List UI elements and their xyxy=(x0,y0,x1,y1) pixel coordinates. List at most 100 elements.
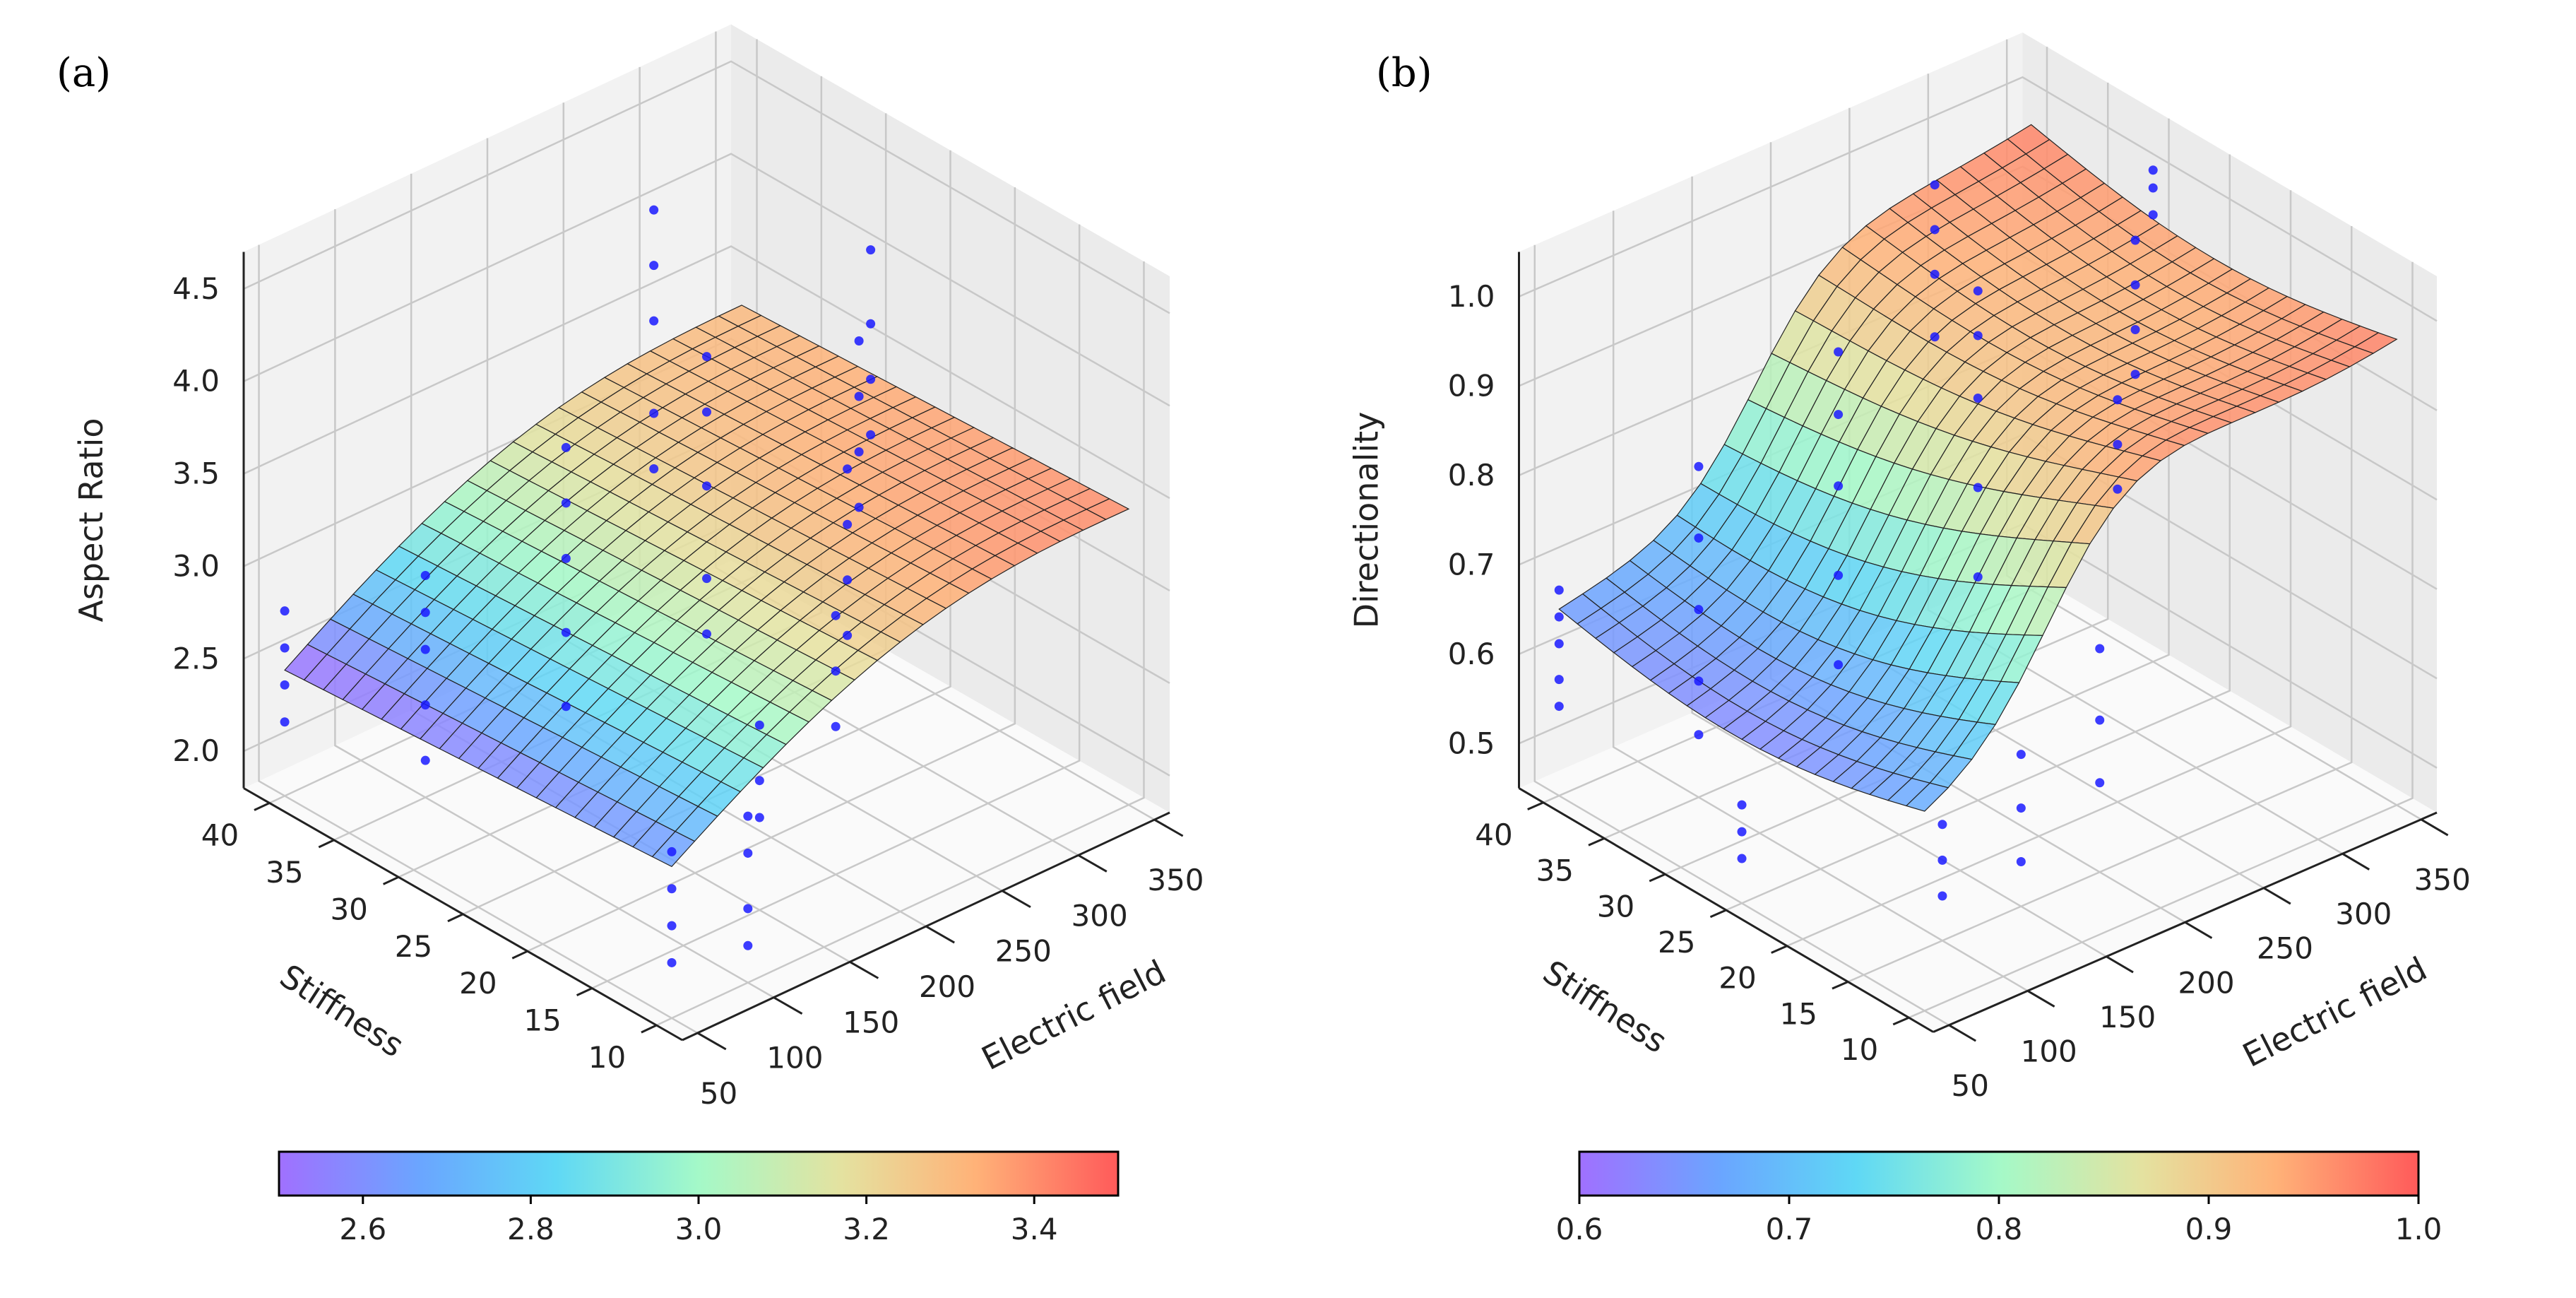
p0-y-tick-mark-6 xyxy=(254,802,271,811)
p1-scatter-point-4-4 xyxy=(1834,347,1844,357)
p1-y-tick-label-3: 25 xyxy=(1658,925,1695,960)
p1-scatter-point-3-2 xyxy=(1937,820,1947,830)
p0-z-grid-5 xyxy=(243,60,1170,314)
p0-scatter-point-0-3 xyxy=(280,606,290,616)
p1-x-grid-1 xyxy=(1612,211,2029,992)
p0-scatter xyxy=(280,205,876,967)
p1-scatter-point-8-2 xyxy=(1930,225,1940,235)
p0-scatter-point-8-3 xyxy=(649,261,659,271)
p0-z-axis-label: Aspect Ratio xyxy=(72,418,110,623)
p0-y-tick-mark-4 xyxy=(382,875,399,885)
p0-z-tick-label-4: 4.0 xyxy=(172,364,220,399)
p1-scatter-point-6-0 xyxy=(1973,572,1983,582)
p1-surface xyxy=(1558,124,2398,812)
p0-scatter-point-7-0 xyxy=(831,721,841,731)
p0-scatter-point-11-3 xyxy=(866,245,876,255)
p0-colorbar-tick-label-3: 3.2 xyxy=(843,1212,890,1246)
p1-scatter-point-10-3 xyxy=(2130,235,2140,245)
p0-scatter-point-2-1 xyxy=(420,700,430,710)
p1-scatter-point-0-1 xyxy=(1554,675,1564,685)
p1-y-tick-mark-4 xyxy=(1649,873,1666,883)
p0-x-tick-mark-6 xyxy=(1153,818,1184,837)
p0-scatter-point-3-0 xyxy=(743,940,753,950)
p1-scatter-point-7-0 xyxy=(2095,778,2105,788)
p1-colorbar-tick-label-3: 0.9 xyxy=(2185,1212,2233,1246)
p1-scatter-point-10-2 xyxy=(2130,280,2140,290)
p0-scatter-point-6-1 xyxy=(702,574,711,584)
p1-scatter-point-0-4 xyxy=(1554,585,1564,595)
p0-colorbar-tick-label-4: 3.4 xyxy=(1011,1212,1058,1246)
p0-x-axis-label: Electric field xyxy=(975,952,1172,1078)
p0-scatter-point-4-0 xyxy=(561,702,571,712)
p0-scatter-point-4-2 xyxy=(561,553,571,563)
p0-y-tick-label-4: 30 xyxy=(330,892,367,926)
p1-scatter-point-2-0 xyxy=(1694,730,1704,740)
p1-y-grid-0 xyxy=(1909,261,2414,1019)
p0-scatter-point-10-2 xyxy=(854,391,864,401)
p1-colorbar-tick-label-2: 0.8 xyxy=(1976,1212,2023,1246)
p0-scatter-point-6-4 xyxy=(702,352,711,362)
p0-z-tick-label-5: 4.5 xyxy=(172,271,220,306)
p1-scatter-point-11-2 xyxy=(2148,165,2158,175)
p1-y-tick-label-0: 10 xyxy=(1841,1032,1878,1067)
p1-x-tick-label-3: 200 xyxy=(2178,965,2234,1000)
p1-scatter-point-6-1 xyxy=(1973,483,1983,492)
p0-scatter-point-6-0 xyxy=(702,629,711,639)
p1-x-tick-label-1: 100 xyxy=(2021,1034,2077,1068)
p0-y-tick-mark-3 xyxy=(447,913,464,923)
p1-x-axis-label: Electric field xyxy=(2236,950,2433,1075)
p0-scatter-point-7-2 xyxy=(831,610,841,620)
p0-scatter-point-5-0 xyxy=(754,813,764,822)
p1-scatter-point-9-0 xyxy=(2113,484,2123,494)
p0-scatter-point-2-0 xyxy=(420,755,430,765)
p0-scatter-point-6-2 xyxy=(702,481,711,491)
p1-scatter-point-7-1 xyxy=(2095,715,2105,725)
p0-scatter-point-2-4 xyxy=(420,570,430,580)
p0-x-tick-mark-3 xyxy=(925,925,955,944)
p1-scatter-point-4-2 xyxy=(1834,481,1844,491)
p1-x-tick-mark-2 xyxy=(2106,955,2134,974)
p1-scatter-point-2-4 xyxy=(1694,461,1704,471)
p0-scatter-point-8-1 xyxy=(649,408,659,418)
p0-y-tick-label-2: 20 xyxy=(459,966,497,1001)
p0-scatter-point-9-3 xyxy=(843,464,853,474)
p0-z-tick-label-2: 3.0 xyxy=(172,548,220,583)
p0-y-tick-label-1: 15 xyxy=(523,1003,561,1038)
p1-x-tick-label-2: 150 xyxy=(2099,1000,2156,1034)
p0-x-tick-label-1: 100 xyxy=(766,1041,823,1075)
p1-x-tick-mark-5 xyxy=(2341,852,2370,871)
p1-scatter-point-4-3 xyxy=(1834,410,1844,420)
p1-scatter-point-10-0 xyxy=(2130,370,2140,379)
p1-x-tick-label-6: 350 xyxy=(2414,863,2471,897)
p0-y-tick-label-5: 35 xyxy=(266,855,303,890)
p0-x-tick-mark-4 xyxy=(1002,890,1031,909)
p1-scatter-point-6-4 xyxy=(1973,286,1983,296)
p0-scatter-point-5-1 xyxy=(754,776,764,786)
p0-scatter-point-0-0 xyxy=(280,717,290,727)
p1-scatter-point-11-0 xyxy=(2148,210,2158,220)
p1-scatter-point-11-1 xyxy=(2148,183,2158,193)
p1-x-tick-mark-3 xyxy=(2184,921,2213,939)
p0-x-grid-1 xyxy=(334,209,774,998)
p1-scatter-point-9-2 xyxy=(2113,395,2123,405)
p0-scatter-point-8-4 xyxy=(649,205,659,215)
p0-scatter-point-7-1 xyxy=(831,666,841,676)
p1-scatter-point-4-0 xyxy=(1834,660,1844,670)
p0-colorbar-tick-label-2: 3.0 xyxy=(675,1212,723,1246)
p1-scatter-point-5-2 xyxy=(2016,750,2026,760)
p0-scatter-point-0-2 xyxy=(280,643,290,653)
p0-x-tick-label-3: 200 xyxy=(919,969,975,1004)
p1-y-tick-mark-5 xyxy=(1588,837,1605,846)
p0-scatter-point-2-3 xyxy=(420,608,430,618)
p0-y-tick-mark-2 xyxy=(511,950,528,960)
p1-scatter-point-0-2 xyxy=(1554,639,1564,649)
p1-y-axis-label: Stiffness xyxy=(1536,952,1674,1061)
p1-z-tick-label-1: 0.6 xyxy=(1448,637,1495,671)
p1-colorbar-tick-label-1: 0.7 xyxy=(1766,1212,1813,1246)
p1-y-tick-label-6: 40 xyxy=(1475,818,1512,852)
p0-scatter-point-9-2 xyxy=(843,519,853,529)
p1-colorbar xyxy=(1578,1150,2420,1197)
panel-b-chart: 50 100 150 200 250 300 350 10 15 20 25 30 35 40 0.5 0.6… xyxy=(1348,33,2471,1246)
p1-scatter-point-5-1 xyxy=(2016,803,2026,813)
p0-x-tick-label-0: 50 xyxy=(700,1076,737,1111)
